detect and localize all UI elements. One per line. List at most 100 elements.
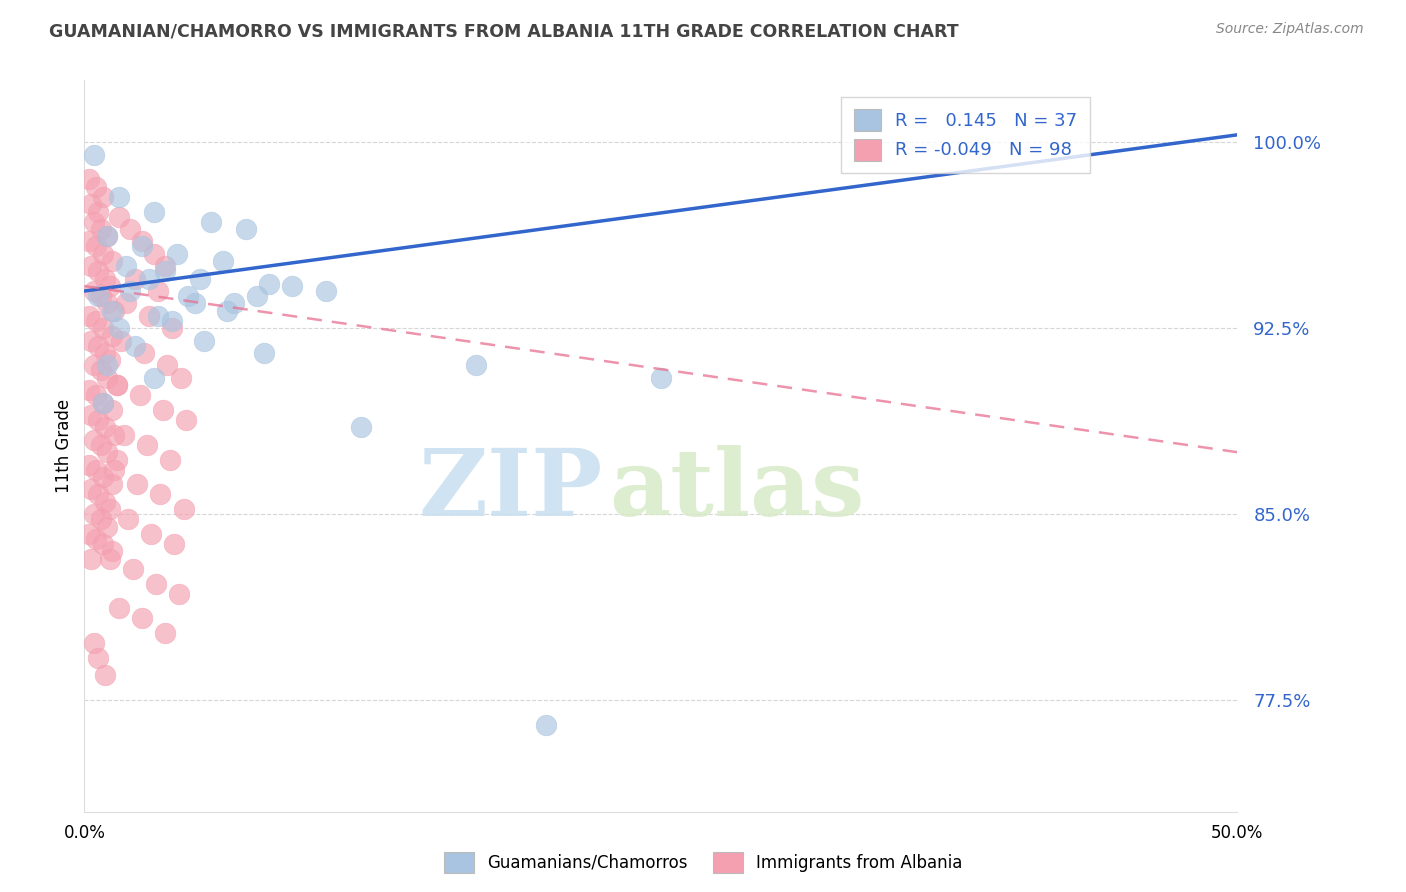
Point	[135, 438, 157, 452]
Point	[108, 210, 131, 224]
Point	[101, 544, 124, 558]
Point	[98, 502, 121, 516]
Point	[115, 259, 138, 273]
Point	[160, 314, 183, 328]
Point	[193, 334, 215, 348]
Point	[101, 477, 124, 491]
Text: atlas: atlas	[609, 445, 865, 535]
Text: Source: ZipAtlas.com: Source: ZipAtlas.com	[1216, 22, 1364, 37]
Point	[152, 403, 174, 417]
Text: GUAMANIAN/CHAMORRO VS IMMIGRANTS FROM ALBANIA 11TH GRADE CORRELATION CHART: GUAMANIAN/CHAMORRO VS IMMIGRANTS FROM AL…	[49, 22, 959, 40]
Point	[96, 296, 118, 310]
Point	[138, 309, 160, 323]
Point	[77, 235, 100, 249]
Point	[77, 383, 100, 397]
Point	[103, 427, 125, 442]
Point	[91, 395, 114, 409]
Text: ZIP: ZIP	[419, 445, 603, 535]
Point	[110, 334, 132, 348]
Point	[83, 433, 105, 447]
Point	[142, 247, 165, 261]
Point	[246, 289, 269, 303]
Legend: R =   0.145   N = 37, R = -0.049   N = 98: R = 0.145 N = 37, R = -0.049 N = 98	[841, 96, 1090, 173]
Point	[146, 309, 169, 323]
Point	[77, 309, 100, 323]
Point	[87, 487, 110, 501]
Point	[211, 254, 233, 268]
Point	[84, 532, 107, 546]
Point	[77, 458, 100, 472]
Point	[89, 438, 111, 452]
Point	[160, 321, 183, 335]
Point	[83, 284, 105, 298]
Point	[83, 214, 105, 228]
Point	[217, 304, 239, 318]
Point	[141, 527, 163, 541]
Point	[142, 371, 165, 385]
Point	[101, 304, 124, 318]
Point	[80, 551, 103, 566]
Point	[115, 296, 138, 310]
Point	[94, 271, 117, 285]
Point	[131, 239, 153, 253]
Point	[108, 190, 131, 204]
Point	[84, 314, 107, 328]
Point	[96, 445, 118, 459]
Point	[134, 346, 156, 360]
Point	[83, 636, 105, 650]
Point	[89, 222, 111, 236]
Y-axis label: 11th Grade: 11th Grade	[55, 399, 73, 493]
Point	[128, 388, 150, 402]
Point	[96, 359, 118, 373]
Point	[91, 190, 114, 204]
Point	[159, 452, 181, 467]
Point	[84, 462, 107, 476]
Point	[153, 626, 176, 640]
Point	[149, 487, 172, 501]
Point	[98, 551, 121, 566]
Point	[105, 452, 128, 467]
Point	[83, 507, 105, 521]
Point	[146, 284, 169, 298]
Point	[83, 147, 105, 161]
Point	[87, 264, 110, 278]
Point	[131, 235, 153, 249]
Point	[87, 651, 110, 665]
Point	[80, 259, 103, 273]
Point	[156, 359, 179, 373]
Point	[315, 284, 337, 298]
Point	[173, 502, 195, 516]
Point	[96, 229, 118, 244]
Point	[101, 328, 124, 343]
Point	[83, 359, 105, 373]
Point	[124, 271, 146, 285]
Point	[91, 537, 114, 551]
Point	[163, 537, 186, 551]
Point	[108, 601, 131, 615]
Point	[77, 172, 100, 186]
Point	[91, 470, 114, 484]
Point	[131, 611, 153, 625]
Point	[650, 371, 672, 385]
Point	[89, 363, 111, 377]
Point	[94, 668, 117, 682]
Point	[253, 346, 276, 360]
Point	[87, 289, 110, 303]
Point	[167, 586, 190, 600]
Point	[101, 254, 124, 268]
Point	[105, 378, 128, 392]
Point	[101, 403, 124, 417]
Point	[142, 204, 165, 219]
Point	[117, 512, 139, 526]
Point	[534, 718, 557, 732]
Point	[257, 277, 280, 291]
Point	[121, 562, 143, 576]
Point	[153, 264, 176, 278]
Point	[127, 477, 149, 491]
Point	[103, 462, 125, 476]
Point	[98, 353, 121, 368]
Point	[91, 395, 114, 409]
Point	[89, 289, 111, 303]
Point	[170, 371, 193, 385]
Point	[80, 483, 103, 497]
